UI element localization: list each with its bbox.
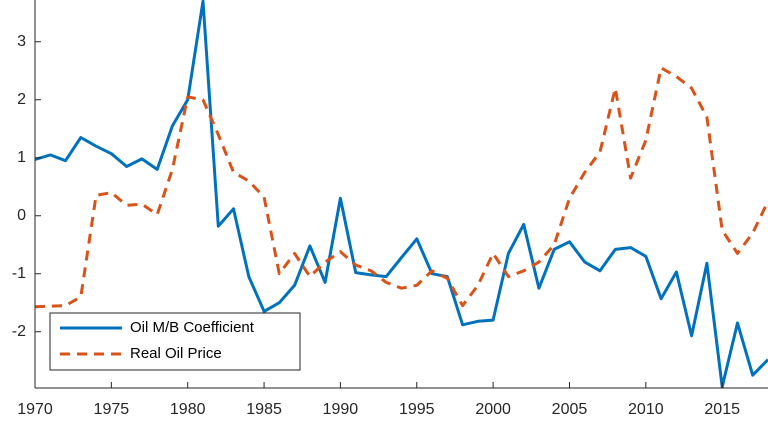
y-tick-label: 0 [17, 207, 26, 224]
x-tick-label: 2010 [628, 401, 664, 418]
y-tick-label: -1 [12, 265, 26, 282]
legend-box [49, 312, 301, 371]
x-tick-label: 1970 [17, 401, 53, 418]
x-tick-label: 2000 [475, 401, 511, 418]
series-line [34, 66, 768, 309]
y-tick-label: 2 [17, 91, 26, 108]
x-tick-label: 1975 [94, 401, 130, 418]
x-tick-label: 1995 [399, 401, 435, 418]
x-tick-label: 2015 [704, 401, 740, 418]
y-tick-label: 3 [17, 33, 26, 50]
series-line [34, 0, 768, 389]
x-tick-label: 1990 [323, 401, 359, 418]
x-tick-label: 1980 [170, 401, 206, 418]
x-tick-label: 1985 [246, 401, 282, 418]
legend-label: Oil M/B Coefficient [130, 319, 255, 336]
legend-label: Real Oil Price [130, 345, 222, 362]
y-tick-label: -2 [12, 323, 26, 340]
y-tick-label: 1 [17, 149, 26, 166]
x-tick-label: 2005 [552, 401, 588, 418]
